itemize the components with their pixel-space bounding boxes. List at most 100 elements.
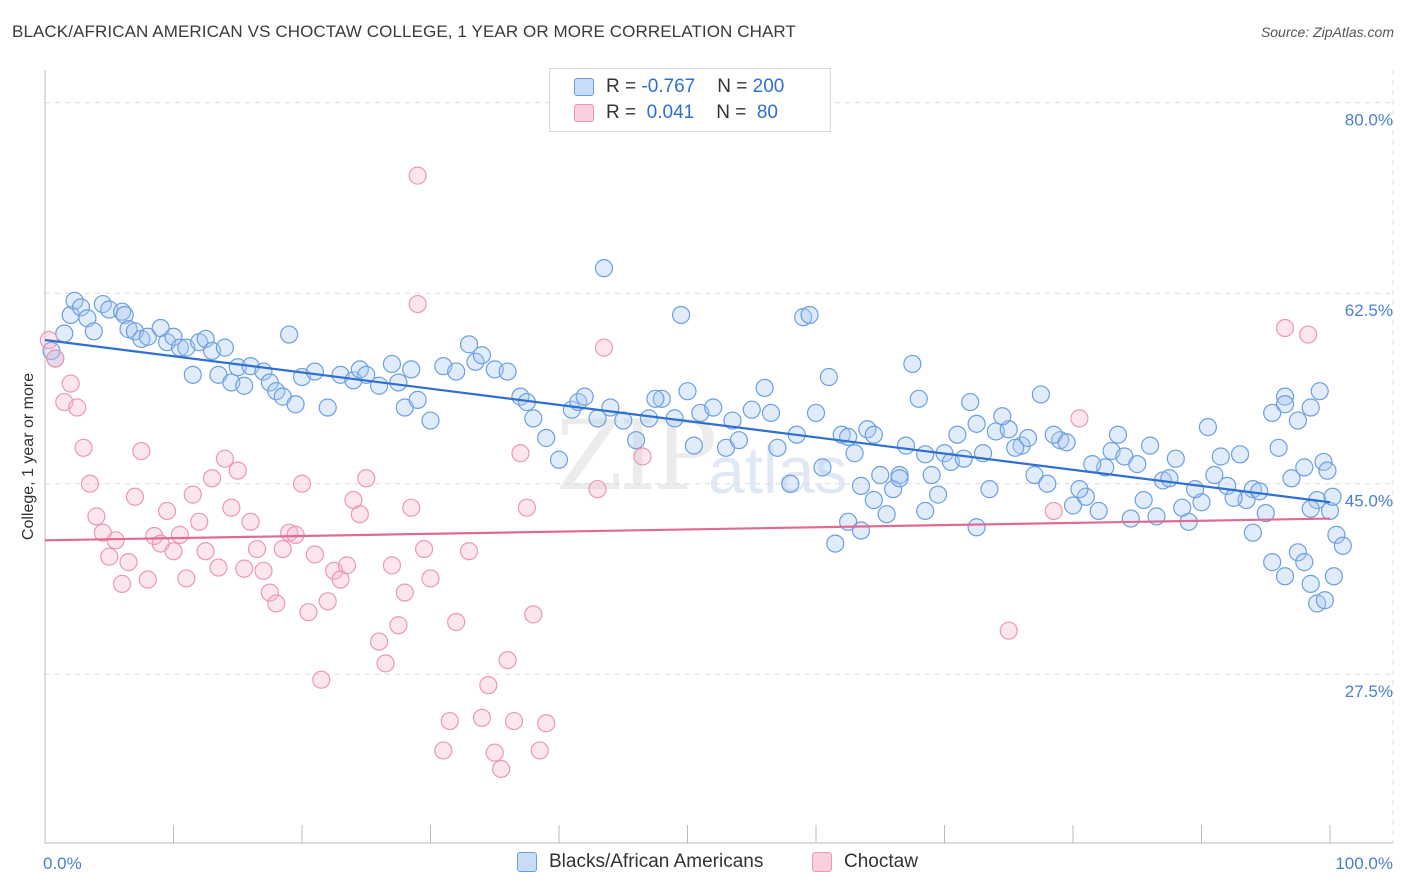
point-blacks [138, 327, 157, 346]
point-blacks [903, 354, 922, 374]
point-blacks [1076, 487, 1095, 506]
point-blacks [183, 365, 202, 384]
y-tick-label: 45.0% [1345, 492, 1393, 511]
point-choctaw [222, 498, 241, 517]
point-blacks [382, 354, 402, 374]
legend-label-blacks: Blacks/African Americans [549, 851, 764, 872]
point-blacks [671, 305, 691, 325]
point-choctaw [440, 711, 459, 731]
source-label: Source: ZipAtlas.com [1260, 24, 1394, 40]
point-blacks [1275, 387, 1295, 406]
trend-line-blacks [44, 338, 1331, 504]
point-blacks [948, 425, 967, 444]
chart-title: BLACK/AFRICAN AMERICAN VS CHOCTAW COLLEG… [12, 22, 796, 41]
point-choctaw [472, 708, 491, 727]
point-choctaw [145, 526, 164, 546]
point-choctaw [209, 558, 228, 577]
point-choctaw [447, 612, 466, 632]
point-blacks [626, 431, 646, 450]
point-blacks [235, 376, 254, 395]
point-blacks [928, 485, 948, 504]
point-blacks [781, 474, 800, 493]
point-blacks [768, 438, 787, 457]
point-blacks [370, 376, 389, 395]
point-blacks [115, 305, 134, 325]
point-choctaw [511, 444, 530, 463]
y-tick-label: 62.5% [1345, 301, 1393, 320]
point-blacks [1230, 445, 1250, 464]
point-choctaw [376, 654, 395, 673]
point-choctaw [318, 592, 337, 611]
point-blacks [601, 398, 620, 417]
point-choctaw [241, 512, 260, 531]
point-blacks [1185, 480, 1205, 499]
point-blacks [1205, 465, 1224, 485]
legend-item-choctaw: Choctaw [812, 851, 918, 873]
point-blacks [1275, 567, 1295, 586]
trend-lines [44, 338, 1331, 542]
point-blacks [1295, 458, 1314, 477]
point-choctaw [357, 469, 376, 488]
point-blacks [678, 382, 697, 401]
point-blacks [215, 338, 234, 357]
point-choctaw [1044, 501, 1063, 521]
point-blacks [864, 490, 883, 510]
point-blacks [1070, 480, 1089, 499]
point-blacks [1288, 411, 1307, 430]
legend-n-value: 80 [751, 102, 778, 123]
point-blacks [71, 298, 91, 317]
legend-swatch-pink [812, 852, 832, 872]
point-blacks [845, 444, 864, 463]
point-blacks [1324, 567, 1343, 586]
point-choctaw [479, 676, 498, 695]
point-choctaw [68, 398, 87, 417]
legend-n-value: 200 [752, 76, 785, 97]
point-blacks [646, 389, 665, 408]
axes [44, 70, 1393, 844]
point-blacks [761, 403, 781, 423]
legend-swatch-blue [517, 852, 537, 872]
point-blacks [922, 465, 941, 485]
point-blacks [112, 302, 132, 321]
point-blacks [402, 360, 421, 379]
point-choctaw [157, 501, 177, 521]
point-choctaw [1299, 325, 1318, 344]
watermark-atlas: atlas [708, 433, 848, 507]
point-blacks [1031, 385, 1050, 404]
point-choctaw [999, 621, 1018, 640]
x-tick-label-max: 100.0% [1335, 854, 1393, 873]
legend-item-blacks: Blacks/African Americans [517, 851, 763, 873]
point-choctaw [273, 539, 292, 559]
point-blacks [742, 400, 761, 419]
point-blacks [1224, 488, 1243, 507]
point-choctaw [61, 374, 80, 393]
point-choctaw [190, 512, 209, 531]
point-blacks [498, 362, 517, 381]
point-choctaw [530, 741, 549, 760]
point-choctaw [312, 670, 331, 689]
point-blacks [164, 327, 183, 346]
point-choctaw [100, 547, 119, 566]
point-blacks [1301, 499, 1320, 518]
point-choctaw [408, 166, 427, 185]
point-blacks [1006, 438, 1025, 457]
legend-r-label: R = [606, 102, 642, 123]
point-blacks [1140, 436, 1160, 455]
point-blacks [1318, 461, 1337, 480]
point-blacks [652, 389, 671, 408]
point-choctaw [498, 650, 517, 670]
point-blacks [1301, 574, 1320, 593]
point-blacks [806, 403, 826, 423]
point-blacks [1166, 449, 1185, 468]
point-choctaw [74, 438, 93, 457]
point-blacks [537, 428, 556, 448]
y-tick-label: 80.0% [1345, 111, 1393, 130]
point-choctaw [183, 485, 202, 504]
grid-lines [45, 70, 1394, 843]
point-blacks [389, 373, 408, 392]
point-blacks [800, 305, 819, 325]
point-blacks [575, 387, 594, 406]
point-blacks [896, 436, 916, 455]
point-choctaw [254, 561, 273, 580]
point-choctaw [588, 480, 607, 499]
